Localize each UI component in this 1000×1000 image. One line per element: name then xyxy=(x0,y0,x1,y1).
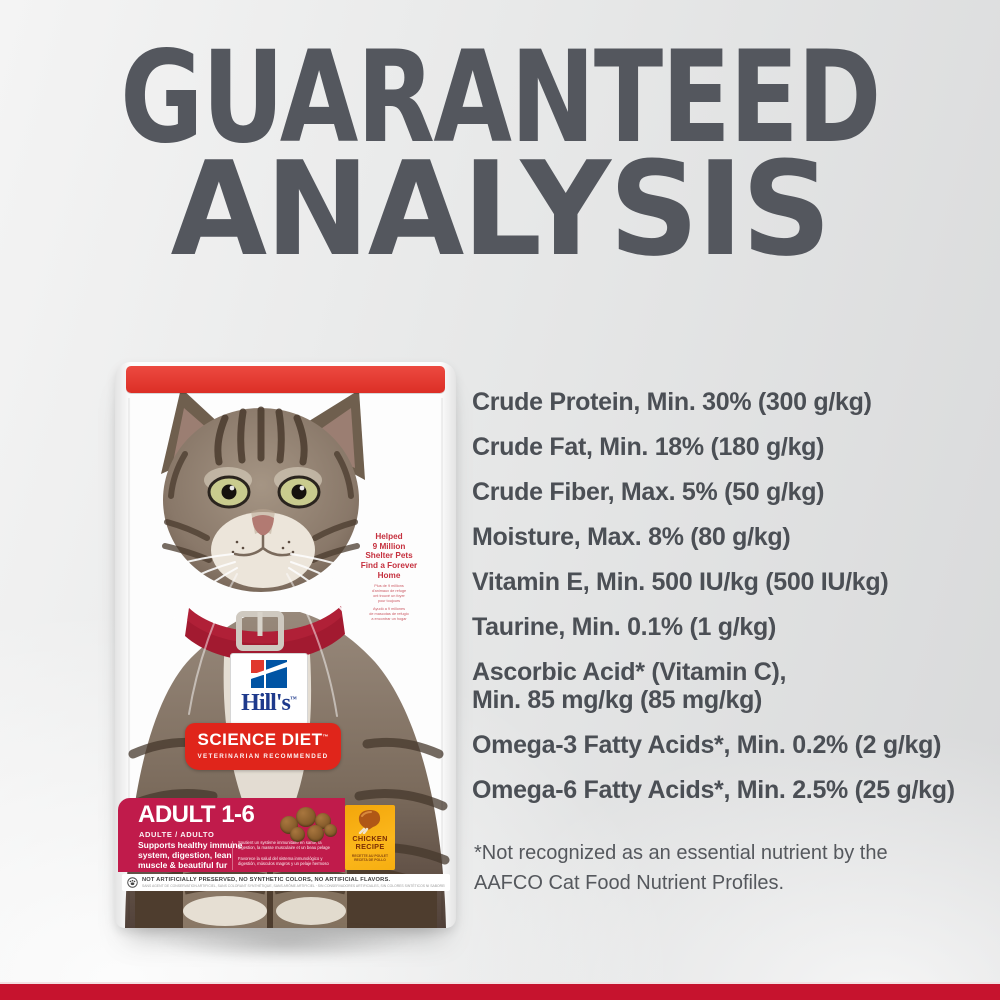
bag-right-shading xyxy=(440,362,456,928)
analysis-item: Omega-6 Fatty Acids*, Min. 2.5% (25 g/kg… xyxy=(472,776,955,804)
disclaimer-text-block: NOT ARTIFICIALLY PRESERVED, NO SYNTHETIC… xyxy=(142,877,445,888)
analysis-item: Crude Fat, Min. 18% (180 g/kg) xyxy=(472,433,825,461)
kibble xyxy=(307,825,324,842)
kibble xyxy=(324,824,337,837)
science-diet-text: SCIENCE DIET xyxy=(197,730,323,749)
shelter-note-headline: Helped 9 Million Shelter Pets Find a For… xyxy=(360,532,418,580)
flavor-label-translations: RECETTE AU POULET RECETA DE POLLO xyxy=(351,853,389,863)
page-title-line1: GUARANTEED xyxy=(120,23,881,171)
guaranteed-analysis-list: Crude Protein, Min. 30% (300 g/kg) Crude… xyxy=(472,388,992,821)
flavor-label: CHICKEN RECIPE xyxy=(352,834,388,852)
analysis-item: Vitamin E, Min. 500 IU/kg (500 IU/kg) xyxy=(472,568,889,596)
benefit-claim: Supports healthy immune system, digestio… xyxy=(138,840,243,871)
bottom-red-bar xyxy=(0,982,1000,1000)
hills-trademark: ™ xyxy=(289,695,297,703)
analysis-item: Ascorbic Acid* (Vitamin C), Min. 85 mg/k… xyxy=(472,658,787,714)
analysis-item: Omega-3 Fatty Acids*, Min. 0.2% (2 g/kg) xyxy=(472,731,942,759)
product-bag: Helped 9 Million Shelter Pets Find a For… xyxy=(115,362,456,928)
shelter-note-spanish: Ayudó a 9 millones de mascotas de refugi… xyxy=(369,607,409,621)
kibble xyxy=(290,827,305,842)
hills-wordmark: Hill's™ xyxy=(231,691,307,715)
shelter-pets-note: Helped 9 Million Shelter Pets Find a For… xyxy=(351,532,427,622)
bag-left-shading xyxy=(115,362,131,928)
analysis-item: Crude Fiber, Max. 5% (50 g/kg) xyxy=(472,478,825,506)
bag-zip-seal xyxy=(126,366,445,393)
veterinarian-recommended-label: VETERINARIAN RECOMMENDED xyxy=(197,753,329,760)
bag-artwork: Helped 9 Million Shelter Pets Find a For… xyxy=(115,362,456,928)
science-diet-title: SCIENCE DIET™ xyxy=(185,731,341,748)
shelter-note-french: Plus de 9 millions d'animaux de refuge o… xyxy=(371,584,407,603)
disclaimer-strip: NOT ARTIFICIALLY PRESERVED, NO SYNTHETIC… xyxy=(122,874,450,891)
disclaimer-translations: SANS AGENT DE CONSERVATION ARTIFICIEL, S… xyxy=(142,884,445,888)
science-diet-ribbon: SCIENCE DIET™ VETERINARIAN RECOMMENDED xyxy=(185,723,341,770)
adult-1-6-panel: ADULT 1-6 ADULTE / ADULTO Supports healt… xyxy=(118,798,345,872)
disclaimer-line: NOT ARTIFICIALLY PRESERVED, NO SYNTHETIC… xyxy=(142,877,391,883)
hills-brand-text: Hill's xyxy=(241,690,291,716)
chicken-recipe-panel: CHICKEN RECIPE RECETTE AU POULET RECETA … xyxy=(345,805,395,870)
chicken-drumstick-icon xyxy=(358,810,381,834)
bag-left-crease xyxy=(128,398,130,920)
hills-h-mark-icon xyxy=(251,660,287,688)
kibble xyxy=(296,807,316,827)
analysis-item: Taurine, Min. 0.1% (1 g/kg) xyxy=(472,613,776,641)
analysis-item: Moisture, Max. 8% (80 g/kg) xyxy=(472,523,791,551)
benefit-claim-french: Soutient un système immunitaire en santé… xyxy=(238,840,330,851)
benefit-claim-spanish: Favorece la salud del sistema inmunológi… xyxy=(238,856,329,867)
page-title-line2: ANALYSIS xyxy=(170,133,832,285)
bag-floor-reflection xyxy=(108,930,464,974)
science-diet-trademark: ™ xyxy=(322,734,329,741)
hills-logo: Hill's™ xyxy=(230,653,308,725)
product-name-translations: ADULTE / ADULTO xyxy=(139,830,215,839)
panel-divider xyxy=(232,841,233,870)
aafco-footnote: *Not recognized as an essential nutrient… xyxy=(474,842,888,894)
analysis-item: Crude Protein, Min. 30% (300 g/kg) xyxy=(472,388,872,416)
bag-right-crease xyxy=(441,398,443,920)
kibble-pieces xyxy=(280,806,340,842)
paw-badge-icon xyxy=(127,877,138,888)
product-name: ADULT 1-6 xyxy=(138,801,255,828)
